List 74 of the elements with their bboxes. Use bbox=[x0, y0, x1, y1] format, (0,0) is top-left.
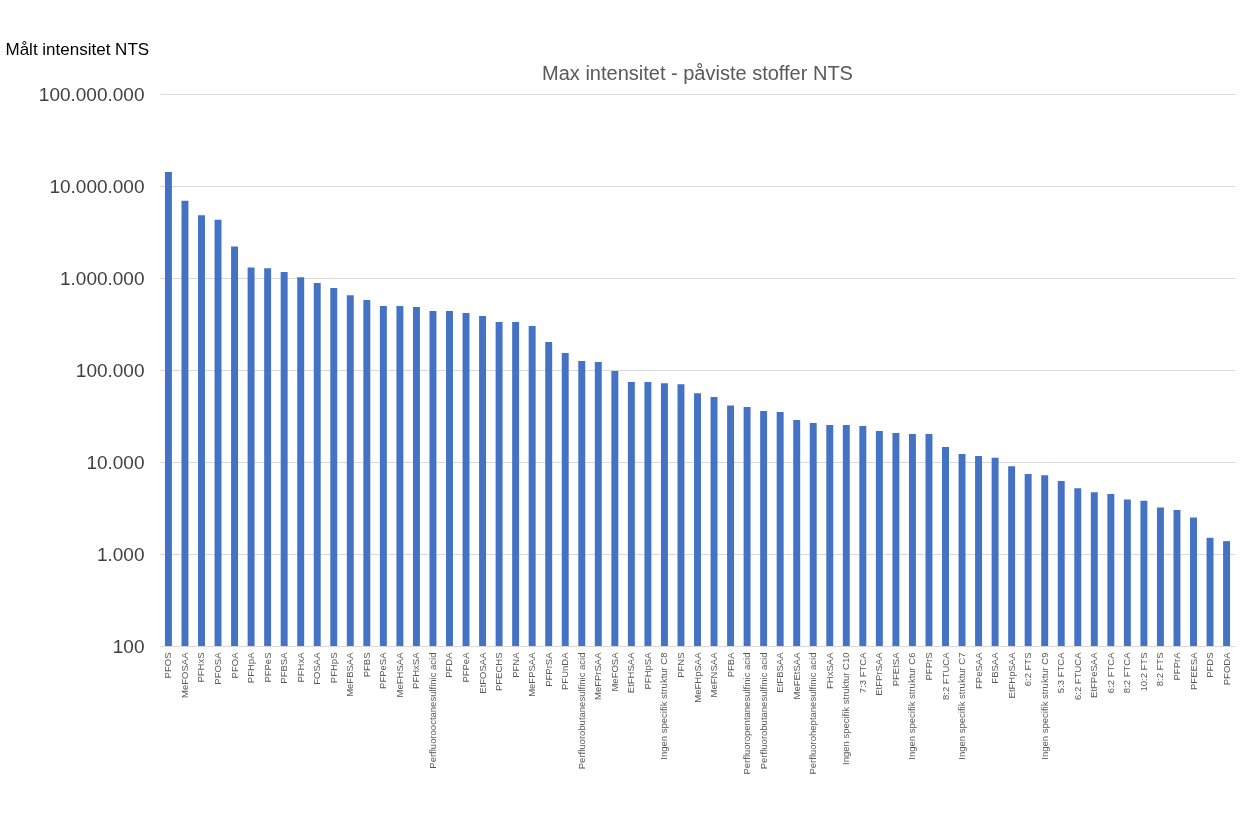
x-tick-label: FBSAA bbox=[989, 651, 1001, 684]
x-tick-label: PFHpA bbox=[245, 651, 257, 684]
y-tick-label: 1.000.000 bbox=[59, 267, 145, 289]
x-tick-label: 8:2 FTS bbox=[1154, 652, 1166, 687]
x-tick-label: FHxSAA bbox=[823, 651, 835, 689]
y-tick-label: 1.000 bbox=[96, 543, 145, 565]
chart-title: Max intensitet - påviste stoffer NTS bbox=[542, 62, 853, 84]
y-tick-label: 100.000.000 bbox=[38, 83, 145, 105]
x-tick-label: PFOS bbox=[162, 652, 174, 679]
x-tick-label: 6:2 FTUCA bbox=[1071, 651, 1083, 701]
x-tick-label: MeFHpSAA bbox=[691, 651, 703, 703]
x-tick-label: 10:2 FTS bbox=[1137, 652, 1149, 692]
x-tick-label: Perfluorobutanesulfinic acid bbox=[757, 652, 769, 770]
x-tick-label: PFHxS bbox=[195, 652, 207, 683]
x-tick-label: 5:3 FTCA bbox=[1055, 651, 1067, 694]
x-tick-label: PFDA bbox=[443, 651, 455, 678]
x-tick-label: MeFPSAA bbox=[526, 651, 538, 697]
x-tick-label: PFPrA bbox=[1170, 651, 1182, 681]
x-tick-label: Ingen specifik struktur C6 bbox=[906, 652, 918, 760]
x-tick-label: MeFOSA bbox=[608, 651, 620, 692]
x-tick-label: PFNS bbox=[674, 652, 686, 678]
y-tick-label: 100.000 bbox=[75, 359, 145, 381]
x-tick-label: MeFNSAA bbox=[708, 651, 720, 698]
x-tick-label: PFEESA bbox=[1187, 651, 1199, 690]
x-tick-label: 8:2 FTUCA bbox=[939, 651, 951, 701]
x-tick-label: EtFOSAA bbox=[476, 651, 488, 694]
x-tick-label: PFODA bbox=[1220, 651, 1232, 686]
y-axis-title: Målt intensitet NTS bbox=[5, 39, 150, 59]
x-tick-label: Ingen specifik struktur C9 bbox=[1038, 652, 1050, 760]
x-tick-label: PFUnDA bbox=[559, 651, 571, 690]
x-tick-label: PFPeS bbox=[261, 652, 273, 683]
x-tick-label: Perfluoroheptanesulfinic acid bbox=[807, 652, 819, 775]
x-tick-label: PFBA bbox=[724, 651, 736, 678]
y-tick-label: 10.000 bbox=[86, 451, 145, 473]
x-tick-label: FPeSAA bbox=[972, 651, 984, 689]
x-tick-label: PFNA bbox=[509, 651, 521, 678]
x-tick-label: PFDS bbox=[1204, 652, 1216, 678]
x-tick-label: PFPrS bbox=[922, 652, 934, 681]
x-tick-label: 7:3 FTCA bbox=[856, 651, 868, 694]
y-tick-label: 100 bbox=[112, 635, 145, 657]
x-tick-label: PFPeSA bbox=[377, 651, 389, 689]
x-tick-label: MeFPrSAA bbox=[592, 651, 604, 701]
x-tick-label: EtFPrSAA bbox=[873, 651, 885, 696]
x-tick-label: MeFOSAA bbox=[178, 651, 190, 698]
x-tick-label: PFHpSA bbox=[641, 651, 653, 690]
x-tick-label: PFOA bbox=[228, 651, 240, 679]
x-tick-label: MeFHSAA bbox=[393, 651, 405, 698]
x-tick-label: EtFBSAA bbox=[774, 651, 786, 693]
x-tick-label: EtFHSAA bbox=[625, 651, 637, 694]
x-tick-label: EtFPeSAA bbox=[1088, 651, 1100, 698]
x-tick-label: PFHxA bbox=[294, 651, 306, 683]
x-tick-label: PFBSA bbox=[278, 651, 290, 684]
x-tick-label: Perfluoropentanesulfinic acid bbox=[741, 652, 753, 775]
x-tick-label: PFECHS bbox=[493, 652, 505, 692]
y-tick-label: 10.000.000 bbox=[49, 175, 145, 197]
x-tick-label: Perfluorooctanesulfinic acid bbox=[426, 652, 438, 769]
x-tick-label: Ingen specifik struktur C8 bbox=[658, 652, 670, 760]
x-tick-label: 8:2 FTCA bbox=[1121, 651, 1133, 694]
x-tick-label: PFPrSA bbox=[542, 651, 554, 687]
x-tick-label: 6:2 FTCA bbox=[1104, 651, 1116, 694]
x-tick-label: PFOSA bbox=[212, 651, 224, 685]
x-tick-label: EtFHpSAA bbox=[1005, 651, 1017, 699]
x-tick-label: PFHxSA bbox=[410, 651, 422, 689]
x-tick-label: PFEtSA bbox=[889, 651, 901, 687]
x-tick-label: Perfluorobutanesulfinic acid bbox=[575, 652, 587, 770]
x-tick-label: MeFEtSAA bbox=[790, 651, 802, 700]
x-tick-label: 6:2 FTS bbox=[1022, 652, 1034, 687]
x-tick-label: FOSAA bbox=[311, 651, 323, 685]
x-tick-label: PFPeA bbox=[460, 651, 472, 683]
x-tick-label: PFBS bbox=[360, 652, 372, 678]
x-tick-label: Ingen specifik struktur C7 bbox=[956, 652, 968, 760]
x-tick-label: Ingen specifik struktur C10 bbox=[840, 652, 852, 765]
x-tick-label: PFHpS bbox=[327, 652, 339, 684]
x-tick-label: MeFBSAA bbox=[344, 651, 356, 697]
